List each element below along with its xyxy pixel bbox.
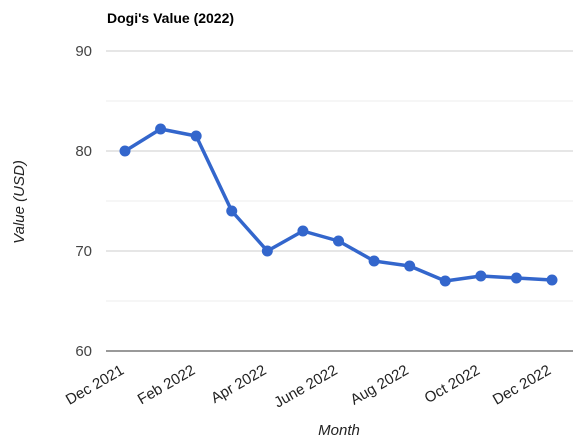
data-point (404, 260, 416, 272)
data-point (333, 235, 344, 247)
y-tick-label: 90 (75, 43, 92, 60)
y-axis-label: Value (USD) (11, 160, 28, 244)
data-point (439, 275, 451, 287)
x-axis-ticks: Dec 2021 Feb 2022 Apr 2022 June 2022 Aug 202… (63, 362, 554, 412)
x-tick-label: Aug 2022 (348, 362, 412, 409)
data-point (226, 205, 238, 217)
x-tick-label: Apr 2022 (208, 362, 269, 407)
data-point (546, 274, 558, 286)
data-point (119, 145, 131, 157)
data-point (190, 130, 202, 142)
x-tick-label: June 2022 (271, 362, 340, 412)
x-tick-label: Oct 2022 (422, 362, 483, 407)
data-point (297, 225, 309, 237)
x-tick-label: Dec 2022 (490, 362, 554, 409)
x-tick-label: Dec 2021 (63, 362, 127, 409)
data-point (261, 245, 273, 257)
chart-title: Dogi's Value (2022) (107, 10, 234, 26)
x-axis-label: Month (318, 422, 360, 439)
grid-lines (106, 50, 573, 352)
data-point (510, 272, 522, 284)
y-tick-label: 60 (75, 343, 92, 360)
series-value (119, 123, 558, 287)
y-axis-ticks: 60 70 80 90 (75, 43, 92, 360)
y-tick-label: 70 (75, 243, 92, 260)
series-line (123, 127, 554, 283)
data-point (475, 270, 487, 282)
data-point (155, 123, 167, 135)
data-point (368, 255, 380, 267)
y-tick-label: 80 (75, 143, 92, 160)
x-tick-label: Feb 2022 (135, 362, 198, 408)
